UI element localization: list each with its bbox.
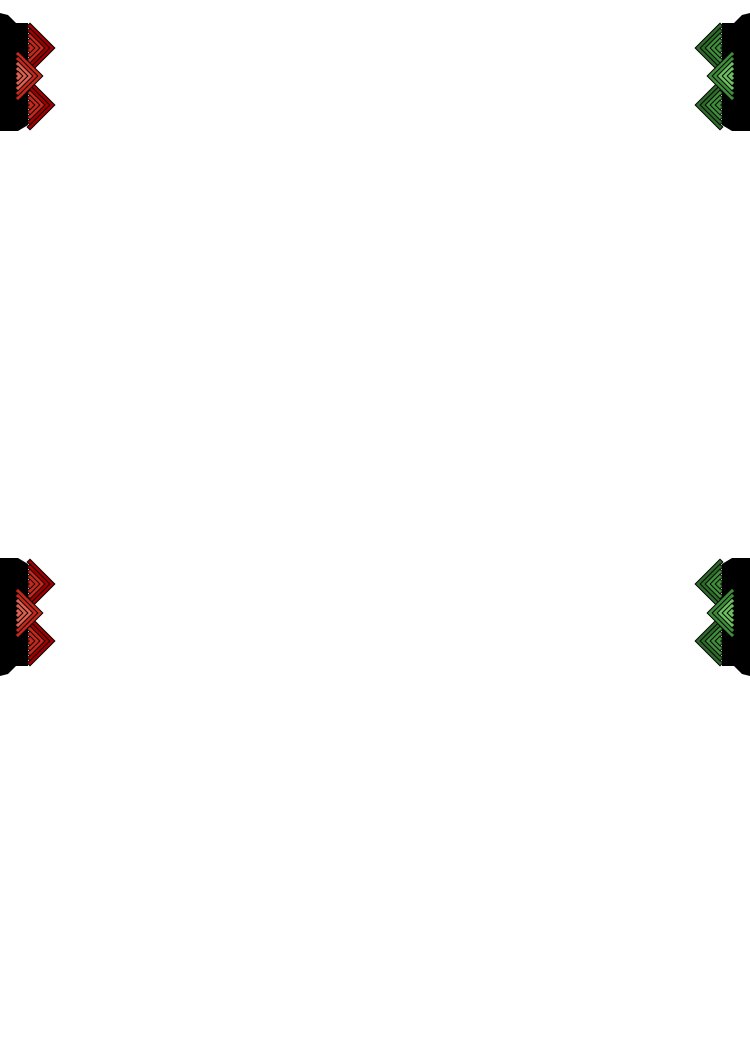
chevron-stripe	[717, 598, 735, 628]
chevron-stripe	[695, 616, 723, 666]
chevron-stripe	[705, 90, 723, 120]
chevron-stripe	[727, 71, 735, 81]
chevron-group	[694, 79, 724, 131]
chevron-group	[14, 50, 44, 102]
chevron-stripe	[27, 579, 35, 589]
chevron-group	[706, 587, 736, 639]
red-corner-ornament-bottom-left	[0, 558, 56, 676]
chevron-stripe	[15, 608, 23, 618]
chevron-stripe	[710, 38, 723, 58]
chevron-stripe	[27, 636, 35, 646]
chevron-stripe	[27, 631, 40, 651]
chevron-group	[26, 615, 56, 667]
chevron-group	[706, 50, 736, 102]
chevron-stripe	[27, 43, 35, 53]
chevron-stripe	[27, 626, 45, 656]
black-backing-shape	[0, 558, 28, 676]
chevron-stripe	[27, 569, 45, 599]
chevron-stripe	[15, 593, 38, 633]
chevron-stripe	[27, 23, 55, 73]
chevron-stripe	[727, 608, 735, 618]
black-backing-shape	[0, 13, 28, 131]
chevron-group	[14, 587, 44, 639]
green-corner-ornament-top-right	[694, 13, 750, 131]
chevron-stripe	[15, 51, 43, 101]
chevron-stripe	[712, 593, 735, 633]
chevron-stripe	[712, 56, 735, 96]
chevron-stripe	[15, 588, 43, 638]
chevron-stripe	[700, 85, 723, 125]
chevron-stripe	[27, 564, 50, 604]
chevron-stripe	[710, 95, 723, 115]
chevron-stripe	[27, 559, 55, 609]
chevron-group	[694, 558, 724, 610]
chevron-stripe	[715, 579, 723, 589]
red-corner-ornament-top-left	[0, 13, 56, 131]
chevron-stripe	[707, 588, 735, 638]
chevron-stripe	[695, 23, 723, 73]
chevron-group	[694, 22, 724, 74]
chevron-stripe	[27, 95, 40, 115]
chevron-stripe	[15, 61, 33, 91]
chevron-stripe	[27, 100, 35, 110]
chevron-stripe	[695, 80, 723, 130]
chevron-stripe	[27, 574, 40, 594]
chevron-stripe	[700, 621, 723, 661]
chevron-stripe	[710, 631, 723, 651]
chevron-stripe	[27, 621, 50, 661]
black-backing-shape	[722, 558, 750, 676]
chevron-stripe	[15, 603, 28, 623]
chevron-group	[26, 558, 56, 610]
chevron-stripe	[15, 71, 23, 81]
chevron-stripe	[705, 569, 723, 599]
chevron-stripe	[27, 38, 40, 58]
chevron-stripe	[27, 80, 55, 130]
chevron-stripe	[27, 33, 45, 63]
chevron-group	[26, 22, 56, 74]
chevron-stripe	[15, 66, 28, 86]
chevron-stripe	[27, 28, 50, 68]
chevron-stripe	[27, 616, 55, 666]
chevron-stripe	[722, 66, 735, 86]
chevron-stripe	[27, 85, 50, 125]
chevron-stripe	[15, 598, 33, 628]
chevron-stripe	[715, 43, 723, 53]
chevron-stripe	[717, 61, 735, 91]
chevron-stripe	[710, 574, 723, 594]
chevron-stripe	[722, 603, 735, 623]
chevron-stripe	[695, 559, 723, 609]
chevron-group	[26, 79, 56, 131]
chevron-stripe	[15, 56, 38, 96]
chevron-stripe	[27, 90, 45, 120]
chevron-stripe	[715, 636, 723, 646]
chevron-stripe	[705, 33, 723, 63]
chevron-stripe	[700, 28, 723, 68]
green-corner-ornament-bottom-right	[694, 558, 750, 676]
black-backing-shape	[722, 13, 750, 131]
chevron-stripe	[707, 51, 735, 101]
chevron-stripe	[715, 100, 723, 110]
chevron-stripe	[705, 626, 723, 656]
chevron-stripe	[700, 564, 723, 604]
chevron-group	[694, 615, 724, 667]
